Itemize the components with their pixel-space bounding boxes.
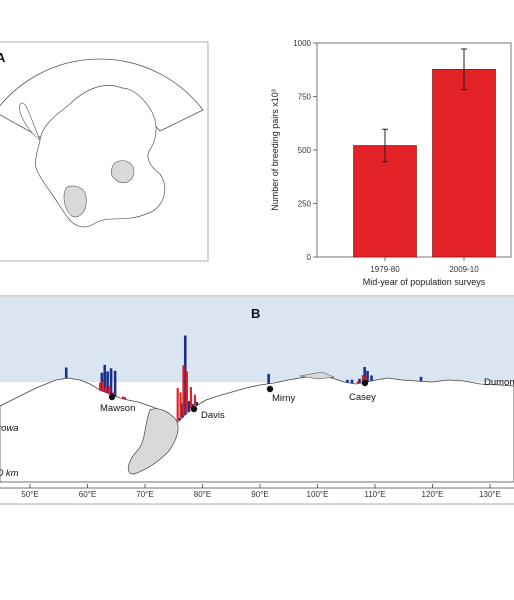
- lon-tick-label: 130°E: [479, 490, 501, 499]
- column-1979-80: [182, 365, 185, 415]
- y-tick-label: 1000: [293, 39, 311, 48]
- column-1979-80: [176, 388, 179, 421]
- ocean-area: [0, 297, 514, 382]
- column-1979-80: [179, 392, 182, 418]
- column-1979-80: [104, 386, 107, 394]
- y-tick-label: 500: [298, 146, 312, 155]
- station-label-davis: Davis: [201, 410, 225, 421]
- antarctic-peninsula: [19, 102, 41, 141]
- bar-2009-10: [432, 69, 496, 258]
- station-label-mawson: Mawson: [100, 403, 135, 414]
- column-2009-10: [419, 376, 423, 382]
- polar-map-panel: A: [0, 41, 209, 262]
- column-1979-80: [98, 382, 102, 391]
- x-tick-label: 1979-80: [370, 265, 400, 274]
- abundance-bar-chart: 0 250 500 750 1000 1979-80 2009-10 Number of …: [270, 39, 512, 287]
- amery-ice-shelf: [127, 408, 179, 475]
- amery-region: [110, 160, 135, 183]
- column-2009-10: [366, 370, 369, 382]
- column-2009-10: [187, 401, 190, 412]
- panel-label-a: A: [0, 50, 6, 65]
- column-1979-80: [189, 387, 193, 409]
- column-2009-10: [346, 379, 349, 383]
- column-2009-10: [358, 378, 361, 384]
- station-dot-mawson: [108, 393, 116, 401]
- shackleton-shelf: [299, 371, 335, 380]
- bar-chart-x-label: Mid-year of population surveys: [363, 277, 486, 287]
- station-label-casey: Casey: [349, 392, 376, 403]
- station-markers: [108, 379, 369, 413]
- column-2009-10: [100, 372, 104, 391]
- x-tick-label: 2009-10: [449, 265, 479, 274]
- panel-label-b: B: [251, 306, 260, 321]
- lon-tick-label: 80°E: [194, 490, 211, 499]
- station-label-partial-left: rowa: [0, 423, 19, 434]
- column-1979-80: [193, 394, 197, 406]
- station-labels: Mawson Davis Mirny Casey Dumont d'Urvill…: [0, 377, 514, 479]
- column-2009-10: [113, 370, 117, 397]
- column-1979-80: [356, 381, 359, 384]
- station-dot-casey: [361, 379, 369, 387]
- column-1979-80: [361, 375, 364, 383]
- ross-ice-shelf: [63, 185, 87, 218]
- column-2009-10: [363, 366, 366, 383]
- bar-chart-bars: [353, 48, 496, 258]
- y-tick-label: 750: [298, 93, 312, 102]
- bar-chart-y-axis: 0 250 500 750 1000: [293, 39, 317, 262]
- column-1979-80: [185, 371, 188, 412]
- column-2009-10: [64, 367, 68, 379]
- column-2009-10: [195, 401, 199, 406]
- lon-tick-label: 50°E: [21, 490, 38, 499]
- station-label-mirny: Mirny: [272, 393, 295, 404]
- y-tick-label: 0: [307, 253, 312, 262]
- column-1979-80: [364, 376, 367, 382]
- column-2009-10: [106, 371, 109, 394]
- lon-tick-label: 100°E: [307, 490, 329, 499]
- column-2009-10: [178, 417, 181, 421]
- lon-tick-label: 70°E: [136, 490, 153, 499]
- column-1979-80: [121, 396, 125, 400]
- longitude-axis: 50°E 60°E 70°E 80°E 90°E 100°E 110°E 120°E 130°E: [21, 484, 501, 499]
- y-tick-label: 250: [298, 200, 312, 209]
- coastline-panel: 50°E 60°E 70°E 80°E 90°E 100°E 110°E 120°E 130°E…: [0, 295, 514, 505]
- bar-chart-x-axis: 1979-80 2009-10: [370, 257, 479, 274]
- scale-bar-label: 0 km: [0, 468, 19, 479]
- bar-chart-y-label: Number of breeding pairs x10³: [270, 89, 280, 211]
- column-1979-80: [108, 385, 111, 395]
- column-2009-10: [109, 368, 113, 395]
- column-2009-10: [350, 379, 354, 384]
- column-1979-80: [101, 382, 105, 392]
- column-2009-10: [370, 375, 373, 381]
- antarctic-coastline: [0, 373, 514, 483]
- lon-tick-label: 120°E: [422, 490, 444, 499]
- station-dot-davis: [190, 405, 198, 413]
- station-label-dumont: Dumont d'Urville: [484, 377, 514, 388]
- column-2009-10: [267, 373, 270, 384]
- column-2009-10: [183, 335, 187, 415]
- colony-columns: [64, 335, 423, 421]
- lon-tick-label: 90°E: [251, 490, 268, 499]
- lon-tick-label: 110°E: [364, 490, 385, 499]
- lon-tick-label: 60°E: [79, 490, 96, 499]
- column-2009-10: [123, 397, 127, 400]
- bar-1979-80: [353, 145, 417, 258]
- station-dot-mirny: [266, 385, 274, 393]
- column-2009-10: [103, 364, 107, 392]
